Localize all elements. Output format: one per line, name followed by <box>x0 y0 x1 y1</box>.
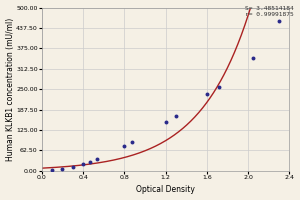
Point <box>50 168 55 171</box>
Point <box>88 160 93 163</box>
Y-axis label: Human KLKB1 concentration (mU/ml): Human KLKB1 concentration (mU/ml) <box>6 18 15 161</box>
X-axis label: Optical Density: Optical Density <box>136 185 195 194</box>
Point <box>129 140 134 144</box>
Point <box>251 57 256 60</box>
Point <box>70 165 75 168</box>
Text: S= 3.48514184
r= 0.99991875: S= 3.48514184 r= 0.99991875 <box>245 6 294 17</box>
Point <box>163 121 168 124</box>
Point <box>217 85 222 88</box>
Point <box>174 114 178 117</box>
Point <box>122 145 127 148</box>
Point <box>277 19 281 22</box>
Point <box>94 158 99 161</box>
Point <box>205 92 209 96</box>
Point <box>60 167 65 170</box>
Point <box>81 162 85 165</box>
